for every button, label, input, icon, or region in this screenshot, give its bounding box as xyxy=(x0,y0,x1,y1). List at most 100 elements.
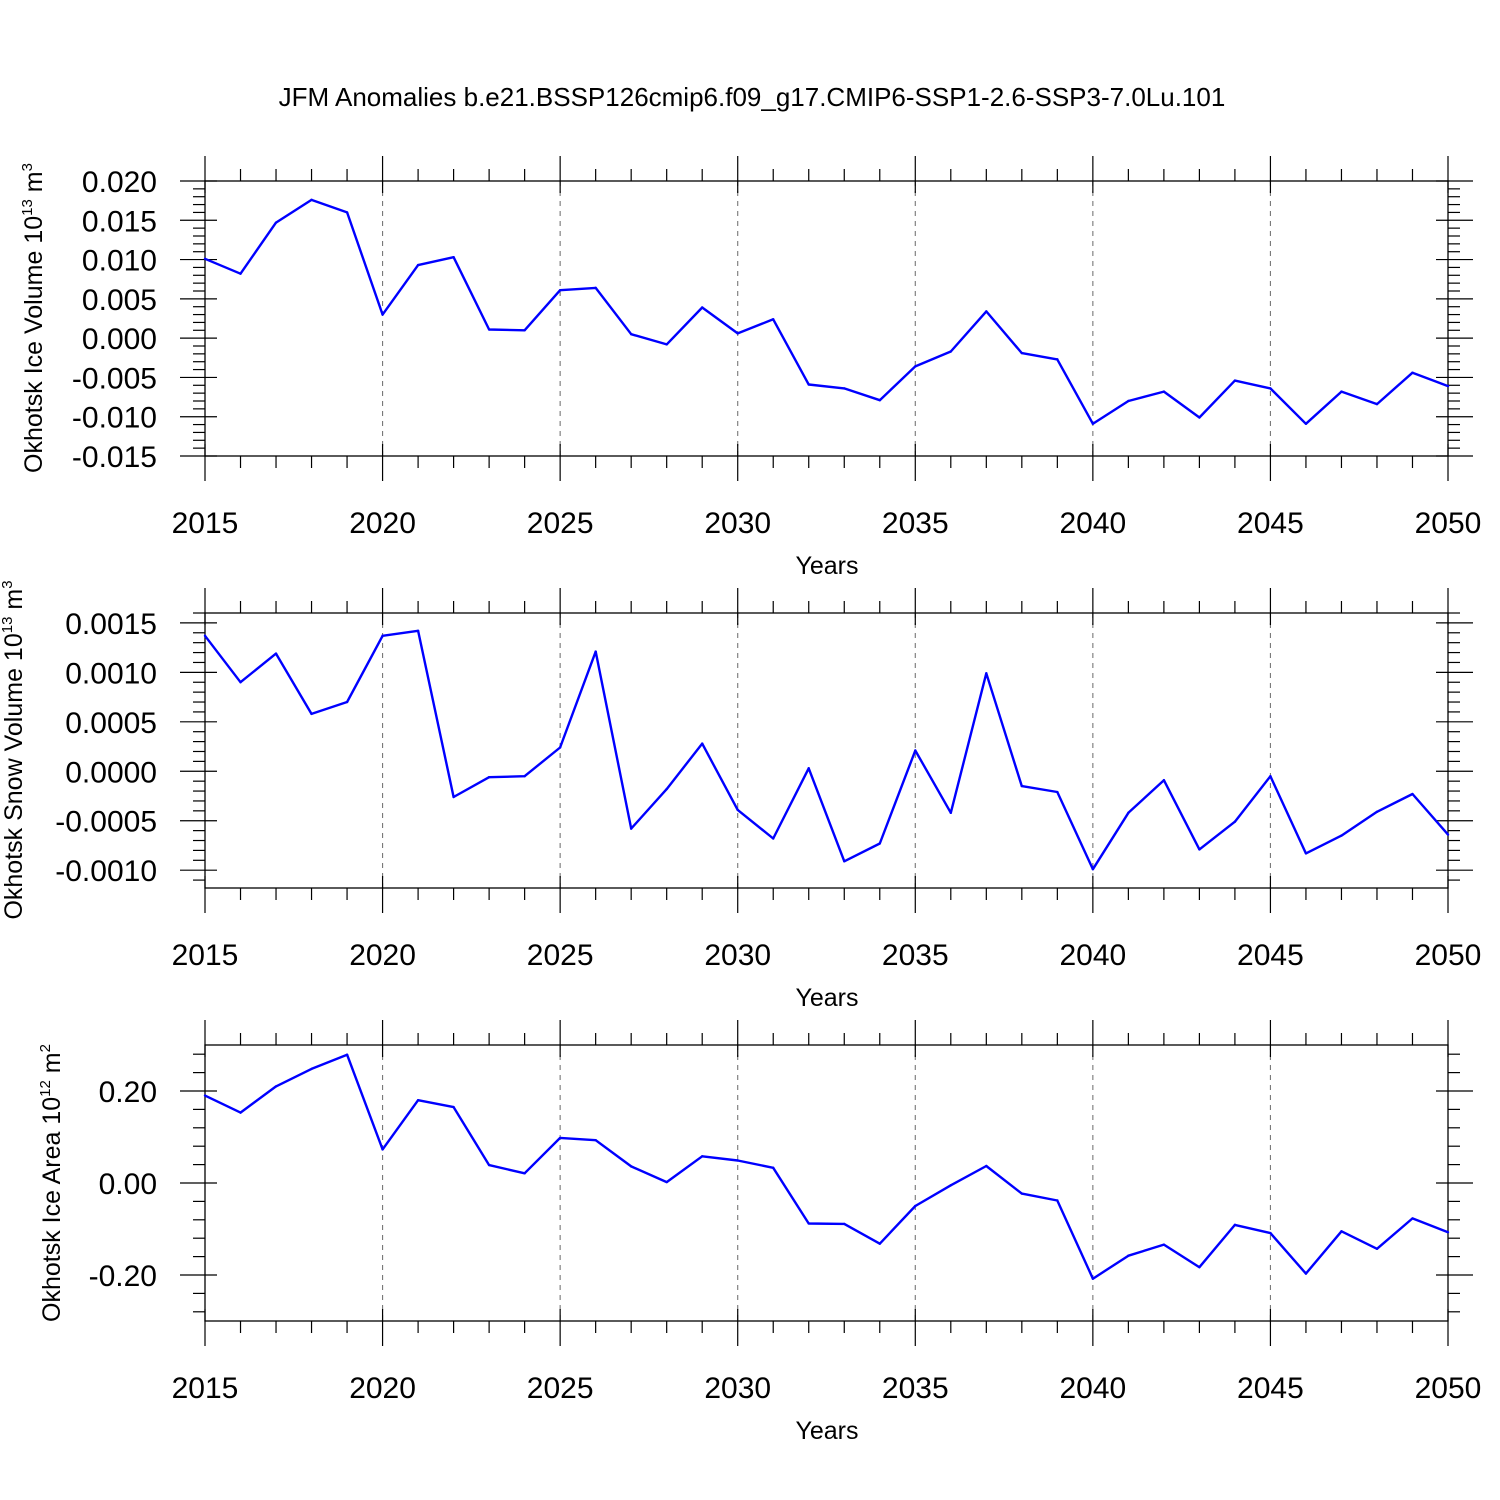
x-tick-label: 2040 xyxy=(1059,939,1126,972)
data-point xyxy=(310,712,313,716)
data-point xyxy=(1340,834,1343,837)
y-tick-label: 0.015 xyxy=(82,205,157,238)
data-point xyxy=(345,700,349,704)
chart-panel-2: 2015 2020 2025 2030 2035 2040 2045 2050 0.0015 0.… xyxy=(0,580,1481,1012)
data-point xyxy=(487,328,491,331)
y-axis-label-text: Okhotsk Ice Area 10 xyxy=(38,1097,66,1322)
y-axis-label-unit-exponent: 3 xyxy=(0,580,16,588)
data-point xyxy=(594,286,597,290)
y-tick-label: 0.0000 xyxy=(65,756,157,789)
plot-frame xyxy=(204,180,1449,457)
data-point xyxy=(594,650,597,653)
data-point xyxy=(1091,422,1095,425)
data-point xyxy=(985,310,988,313)
x-tick-label: 2025 xyxy=(527,507,594,540)
x-tick-label: 2020 xyxy=(349,939,416,972)
data-point xyxy=(1127,811,1130,815)
data-point xyxy=(274,221,278,224)
y-axis-label-unit-exponent: 2 xyxy=(37,1044,54,1052)
data-point xyxy=(807,383,810,386)
data-point xyxy=(1056,358,1059,361)
data-point xyxy=(416,263,420,267)
data-point xyxy=(416,1099,420,1102)
data-point xyxy=(310,1067,313,1071)
x-tick-label: 2030 xyxy=(704,1372,771,1405)
data-point xyxy=(1198,416,1201,419)
data-point xyxy=(1020,351,1024,355)
data-point xyxy=(949,811,952,815)
data-point xyxy=(274,1085,278,1088)
data-point xyxy=(1269,775,1272,778)
x-tick-label: 2040 xyxy=(1059,507,1126,540)
y-tick-label: 0.0015 xyxy=(65,608,157,641)
y-tick-label: 0.0005 xyxy=(65,707,157,740)
y-tick-label: -0.010 xyxy=(72,402,157,435)
data-point xyxy=(985,1164,988,1168)
y-axis-label-exponent: 13 xyxy=(0,617,16,634)
y-tick-label: 0.010 xyxy=(82,245,157,278)
data-point xyxy=(1304,1272,1308,1275)
data-point xyxy=(345,211,349,214)
data-point xyxy=(665,343,668,346)
data-point xyxy=(203,257,207,260)
data-point xyxy=(665,1180,668,1184)
data-point xyxy=(629,1165,633,1168)
data-point xyxy=(843,860,846,863)
y-axis-label-unit-exponent: 3 xyxy=(19,163,36,171)
data-point xyxy=(1411,371,1414,374)
y-tick-label: 0.20 xyxy=(99,1076,157,1109)
y-axis-label-unit: m xyxy=(20,171,48,199)
data-point xyxy=(239,272,242,275)
data-point xyxy=(878,1242,881,1245)
y-axis-label-exponent: 13 xyxy=(19,199,36,216)
x-tick-label: 2020 xyxy=(349,1372,416,1405)
data-point xyxy=(949,1184,952,1187)
data-point xyxy=(1446,384,1450,388)
data-point xyxy=(239,681,242,684)
data-point xyxy=(558,289,562,292)
data-point xyxy=(1375,402,1379,406)
y-axis-label-unit: m xyxy=(0,589,28,617)
series-line xyxy=(204,1053,1449,1280)
data-point xyxy=(1198,1265,1201,1269)
data-point xyxy=(914,1204,917,1208)
y-tick-label: -0.015 xyxy=(72,441,157,474)
data-point xyxy=(949,350,952,353)
data-point xyxy=(239,1111,242,1114)
data-point xyxy=(594,1139,597,1142)
x-tick-label: 2040 xyxy=(1059,1372,1126,1405)
x-tick-label: 2030 xyxy=(704,939,771,972)
x-axis-label: Years xyxy=(795,984,858,1012)
data-point xyxy=(701,306,704,309)
x-tick-label: 2025 xyxy=(527,1372,594,1405)
y-axis-label: Okhotsk Ice Volume 1013 m3 xyxy=(19,163,48,473)
data-point xyxy=(345,1053,349,1056)
data-point xyxy=(772,837,775,840)
data-point xyxy=(1340,1230,1343,1233)
data-point xyxy=(558,746,562,749)
x-tick-label: 2015 xyxy=(172,1372,239,1405)
data-point xyxy=(416,629,420,633)
data-point xyxy=(1233,820,1237,823)
data-point xyxy=(1340,390,1343,393)
x-tick-label: 2030 xyxy=(704,507,771,540)
data-point xyxy=(1162,1243,1166,1246)
data-point xyxy=(1375,810,1379,814)
data-point xyxy=(736,1159,739,1162)
data-point xyxy=(1446,1231,1450,1234)
x-axis-label: Years xyxy=(795,1417,858,1445)
series-line xyxy=(204,198,1449,425)
x-axis-label: Years xyxy=(795,552,858,580)
series-line xyxy=(204,629,1449,871)
y-tick-label: -0.005 xyxy=(72,362,157,395)
panels: 2015 2020 2025 2030 2035 2040 2045 2050 0.020 0.0… xyxy=(0,156,1481,1445)
data-point xyxy=(914,749,917,752)
data-point xyxy=(203,1094,207,1097)
data-point xyxy=(487,1163,491,1167)
data-point xyxy=(1233,1223,1237,1227)
data-point xyxy=(558,1136,562,1140)
x-tick-label: 2035 xyxy=(882,939,949,972)
data-point xyxy=(1269,387,1272,390)
x-tick-label: 2020 xyxy=(349,507,416,540)
data-point xyxy=(1020,784,1024,788)
